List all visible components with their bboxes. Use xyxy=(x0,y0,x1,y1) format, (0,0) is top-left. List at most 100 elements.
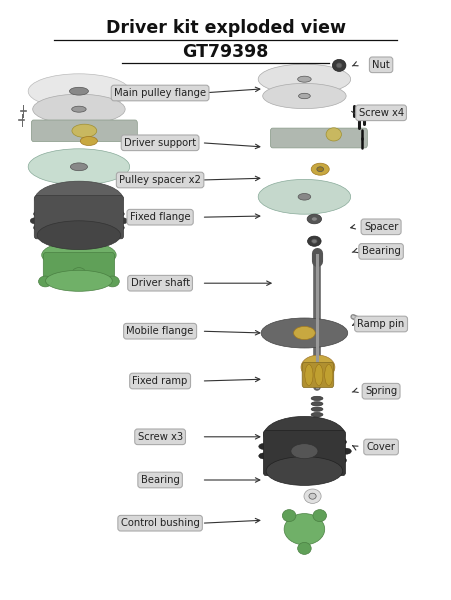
Ellipse shape xyxy=(33,211,42,217)
Ellipse shape xyxy=(332,59,346,71)
FancyBboxPatch shape xyxy=(31,120,137,142)
Ellipse shape xyxy=(311,402,323,406)
Text: Mobile flange: Mobile flange xyxy=(126,326,194,336)
Ellipse shape xyxy=(115,224,124,230)
Ellipse shape xyxy=(262,83,346,109)
Ellipse shape xyxy=(266,457,343,485)
Text: Control bushing: Control bushing xyxy=(121,518,199,528)
Ellipse shape xyxy=(323,464,333,470)
Ellipse shape xyxy=(309,493,316,499)
Ellipse shape xyxy=(261,318,348,348)
Ellipse shape xyxy=(43,205,52,211)
Ellipse shape xyxy=(323,432,333,438)
Ellipse shape xyxy=(258,179,351,214)
Text: Screw x4: Screw x4 xyxy=(359,108,404,118)
Text: Cover: Cover xyxy=(367,442,396,452)
Ellipse shape xyxy=(268,435,278,441)
Ellipse shape xyxy=(106,276,120,287)
Ellipse shape xyxy=(317,167,324,172)
Ellipse shape xyxy=(106,205,115,211)
FancyBboxPatch shape xyxy=(43,253,115,284)
Ellipse shape xyxy=(298,76,311,82)
Ellipse shape xyxy=(312,217,318,221)
Ellipse shape xyxy=(294,326,315,340)
Ellipse shape xyxy=(259,443,269,449)
Ellipse shape xyxy=(28,149,130,185)
Ellipse shape xyxy=(308,236,321,246)
Ellipse shape xyxy=(336,457,346,463)
Ellipse shape xyxy=(311,413,323,416)
Ellipse shape xyxy=(313,509,327,521)
Ellipse shape xyxy=(311,407,323,412)
Text: Fixed flange: Fixed flange xyxy=(130,212,190,222)
Ellipse shape xyxy=(336,63,342,68)
Ellipse shape xyxy=(32,94,125,124)
Ellipse shape xyxy=(284,514,325,545)
Ellipse shape xyxy=(311,418,323,422)
Ellipse shape xyxy=(72,268,86,278)
Ellipse shape xyxy=(326,128,341,141)
Ellipse shape xyxy=(285,430,295,436)
Text: Main pulley flange: Main pulley flange xyxy=(114,88,206,98)
Ellipse shape xyxy=(74,200,83,206)
Ellipse shape xyxy=(38,276,52,287)
Ellipse shape xyxy=(92,201,101,207)
Ellipse shape xyxy=(291,444,318,458)
Ellipse shape xyxy=(304,428,314,434)
Ellipse shape xyxy=(341,448,351,454)
Ellipse shape xyxy=(119,218,128,224)
Text: Driver shaft: Driver shaft xyxy=(130,278,190,288)
Text: Bearing: Bearing xyxy=(141,475,179,485)
FancyBboxPatch shape xyxy=(263,431,345,475)
Ellipse shape xyxy=(301,355,335,379)
FancyBboxPatch shape xyxy=(302,362,334,388)
Ellipse shape xyxy=(28,74,130,109)
Text: Driver support: Driver support xyxy=(124,138,196,148)
Text: Bearing: Bearing xyxy=(362,247,400,256)
Ellipse shape xyxy=(106,230,115,236)
Ellipse shape xyxy=(46,270,112,291)
Ellipse shape xyxy=(264,416,345,454)
Ellipse shape xyxy=(282,509,296,521)
Ellipse shape xyxy=(304,489,321,503)
Text: Driver kit exploded view: Driver kit exploded view xyxy=(106,19,345,37)
Ellipse shape xyxy=(57,235,66,241)
Ellipse shape xyxy=(311,424,323,427)
Ellipse shape xyxy=(33,224,42,230)
Ellipse shape xyxy=(304,468,314,474)
Ellipse shape xyxy=(69,87,88,95)
Ellipse shape xyxy=(41,241,116,269)
Ellipse shape xyxy=(299,93,310,98)
Ellipse shape xyxy=(258,64,351,94)
Ellipse shape xyxy=(92,235,101,241)
Text: Nut: Nut xyxy=(372,60,390,70)
Text: Ramp pin: Ramp pin xyxy=(358,319,405,329)
Ellipse shape xyxy=(74,236,83,242)
Ellipse shape xyxy=(35,181,123,217)
Ellipse shape xyxy=(305,364,313,385)
Ellipse shape xyxy=(311,163,329,175)
Ellipse shape xyxy=(70,163,87,170)
Ellipse shape xyxy=(285,467,295,473)
Ellipse shape xyxy=(43,230,52,236)
Ellipse shape xyxy=(72,124,97,137)
FancyBboxPatch shape xyxy=(34,196,124,239)
Ellipse shape xyxy=(311,396,323,401)
Text: Spacer: Spacer xyxy=(364,222,398,232)
Text: Screw x3: Screw x3 xyxy=(138,432,183,442)
Ellipse shape xyxy=(259,453,269,459)
Ellipse shape xyxy=(268,461,278,467)
Ellipse shape xyxy=(57,201,66,207)
Text: GT79398: GT79398 xyxy=(182,43,269,61)
Ellipse shape xyxy=(80,136,97,145)
Ellipse shape xyxy=(115,211,124,217)
Ellipse shape xyxy=(336,439,346,445)
Ellipse shape xyxy=(312,239,317,244)
Ellipse shape xyxy=(315,364,323,385)
Text: Fixed ramp: Fixed ramp xyxy=(133,376,188,386)
Ellipse shape xyxy=(325,364,333,385)
Text: Spring: Spring xyxy=(365,386,397,396)
FancyBboxPatch shape xyxy=(271,128,367,148)
Ellipse shape xyxy=(30,218,39,224)
Ellipse shape xyxy=(298,542,311,554)
